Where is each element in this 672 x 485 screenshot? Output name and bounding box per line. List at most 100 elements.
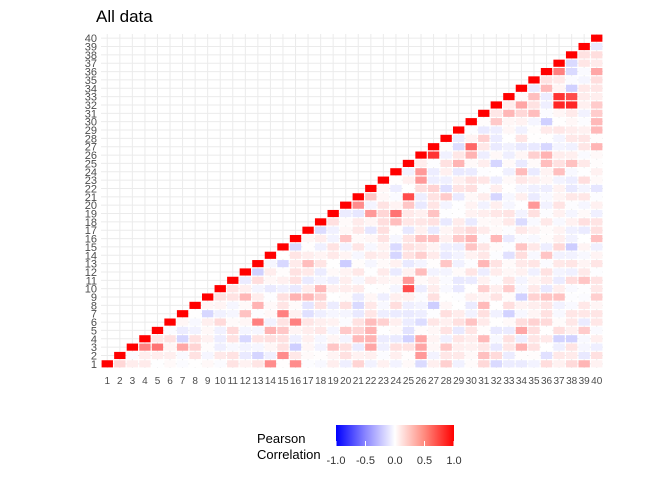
heatmap-cell bbox=[565, 184, 578, 193]
heatmap-cell bbox=[302, 318, 314, 326]
heatmap-cell bbox=[465, 301, 477, 309]
heatmap-cell bbox=[578, 243, 590, 251]
heatmap-cell bbox=[565, 360, 578, 368]
heatmap-cell bbox=[553, 168, 565, 176]
heatmap-cell bbox=[565, 68, 578, 76]
x-tick-label: 21 bbox=[353, 376, 365, 387]
heatmap-cell bbox=[327, 318, 339, 326]
heatmap-cell bbox=[578, 285, 590, 293]
heatmap-cell bbox=[503, 201, 515, 209]
heatmap-cell bbox=[415, 159, 427, 167]
heatmap-cell bbox=[402, 235, 415, 243]
heatmap-cell bbox=[478, 318, 490, 326]
heatmap-cell bbox=[139, 351, 151, 360]
heatmap-cell bbox=[415, 276, 427, 284]
heatmap-cell bbox=[478, 235, 490, 243]
heatmap-cell bbox=[490, 343, 502, 351]
y-tick-label: 19 bbox=[85, 209, 97, 221]
heatmap-cell bbox=[390, 360, 402, 368]
heatmap-cell bbox=[565, 126, 578, 134]
heatmap-cell bbox=[540, 126, 553, 134]
heatmap-cell bbox=[440, 301, 452, 309]
heatmap-cell bbox=[453, 151, 465, 159]
heatmap-cell bbox=[415, 310, 427, 318]
heatmap-cell-diagonal bbox=[528, 76, 540, 84]
heatmap-cell bbox=[540, 84, 553, 92]
heatmap-cell-diagonal bbox=[578, 42, 590, 51]
heatmap-cell bbox=[578, 59, 590, 67]
heatmap-cell bbox=[390, 184, 402, 193]
heatmap-cell bbox=[151, 351, 164, 360]
heatmap-cell bbox=[390, 235, 402, 243]
heatmap-cell bbox=[578, 310, 590, 318]
heatmap-cell bbox=[503, 134, 515, 142]
heatmap-cell bbox=[377, 226, 390, 234]
heatmap-cell bbox=[503, 218, 515, 226]
heatmap-cell bbox=[390, 318, 402, 326]
x-tick-label: 37 bbox=[554, 376, 566, 387]
heatmap-cell bbox=[427, 276, 440, 284]
heatmap-cell bbox=[465, 343, 477, 351]
heatmap-cell bbox=[340, 218, 352, 226]
heatmap-cell bbox=[578, 134, 590, 142]
heatmap-cell bbox=[402, 226, 415, 234]
heatmap-cell bbox=[478, 360, 490, 368]
heatmap-cell bbox=[540, 168, 553, 176]
heatmap-cell bbox=[214, 326, 226, 334]
heatmap-cell bbox=[202, 301, 214, 309]
heatmap-cell-diagonal bbox=[515, 84, 528, 92]
heatmap-cell bbox=[264, 310, 277, 318]
heatmap-cell bbox=[540, 101, 553, 109]
y-tick-label: 18 bbox=[85, 217, 97, 229]
heatmap-cell bbox=[565, 268, 578, 276]
y-tick-label: 24 bbox=[85, 167, 97, 179]
heatmap-cell bbox=[515, 168, 528, 176]
heatmap-cell bbox=[440, 159, 452, 167]
heatmap-cell bbox=[352, 226, 364, 234]
heatmap-cell bbox=[503, 351, 515, 360]
heatmap-cell bbox=[314, 335, 327, 343]
heatmap-cell bbox=[314, 326, 327, 334]
heatmap-cell bbox=[365, 335, 377, 343]
heatmap-cell bbox=[478, 226, 490, 234]
heatmap-cell bbox=[453, 318, 465, 326]
heatmap-cell bbox=[427, 251, 440, 259]
heatmap-cell-diagonal bbox=[340, 201, 352, 209]
heatmap-cell bbox=[515, 176, 528, 184]
heatmap-cell bbox=[515, 351, 528, 360]
heatmap-cell bbox=[402, 301, 415, 309]
x-tick-label: 14 bbox=[265, 376, 277, 387]
heatmap-cell bbox=[390, 276, 402, 284]
heatmap-cell bbox=[465, 285, 477, 293]
heatmap-cell bbox=[327, 226, 339, 234]
heatmap-cell bbox=[390, 260, 402, 268]
heatmap-cell bbox=[553, 118, 565, 126]
heatmap-cell bbox=[553, 159, 565, 167]
legend-title-line2: Correlation bbox=[257, 447, 321, 462]
heatmap-cell bbox=[415, 285, 427, 293]
heatmap-cell bbox=[591, 343, 603, 351]
heatmap-cell bbox=[553, 360, 565, 368]
heatmap-cell bbox=[340, 326, 352, 334]
heatmap-cell bbox=[302, 260, 314, 268]
heatmap-cell bbox=[591, 293, 603, 301]
heatmap-cell bbox=[415, 260, 427, 268]
heatmap-cell bbox=[478, 159, 490, 167]
heatmap-cell bbox=[565, 260, 578, 268]
heatmap-cell bbox=[264, 276, 277, 284]
heatmap-cell bbox=[465, 159, 477, 167]
heatmap-cell bbox=[340, 360, 352, 368]
heatmap-cell bbox=[515, 276, 528, 284]
heatmap-cell bbox=[490, 310, 502, 318]
heatmap-cell bbox=[440, 285, 452, 293]
heatmap-cell bbox=[515, 226, 528, 234]
y-tick-label: 38 bbox=[85, 50, 97, 62]
y-tick-label: 16 bbox=[85, 234, 97, 246]
heatmap-cell bbox=[565, 209, 578, 218]
heatmap-cell bbox=[591, 209, 603, 218]
heatmap-cell bbox=[490, 226, 502, 234]
heatmap-cell bbox=[164, 343, 176, 351]
heatmap-cell-diagonal bbox=[289, 235, 302, 243]
heatmap-cell bbox=[214, 360, 226, 368]
heatmap-cell bbox=[478, 260, 490, 268]
